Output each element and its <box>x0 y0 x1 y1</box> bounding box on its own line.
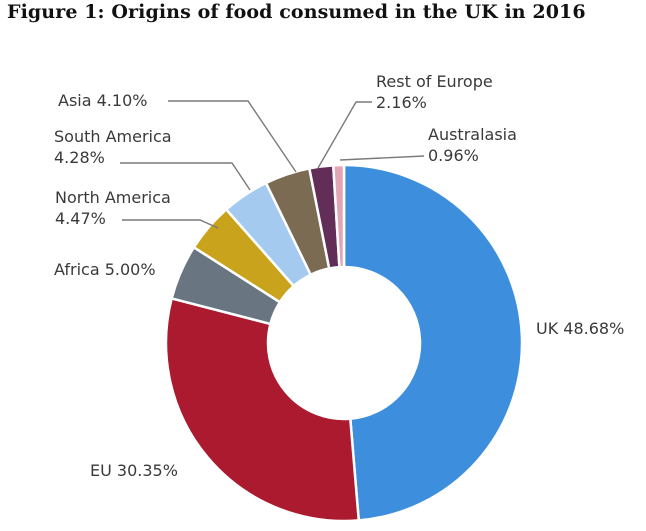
leader-line-north-america <box>122 219 219 229</box>
leader-lines <box>120 100 425 229</box>
leader-line-south-america <box>120 162 251 191</box>
slice-label-rest-of-europe: Rest of Europe 2.16% <box>376 72 498 112</box>
slice-label-north-america: North America 4.47% <box>55 188 176 228</box>
slice-uk <box>342 163 524 522</box>
slice-label-south-america: South America 4.28% <box>54 127 177 167</box>
leader-line-australasia <box>339 155 425 161</box>
leader-line-rest-of-europe <box>317 101 372 169</box>
slice-australasia <box>332 163 346 269</box>
slice-eu <box>164 297 360 523</box>
slice-label-africa: Africa 5.00% <box>54 260 156 279</box>
slice-label-eu: EU 30.35% <box>90 461 178 480</box>
slice-label-asia: Asia 4.10% <box>58 91 147 110</box>
slice-labels: UK 48.68% EU 30.35% Africa 5.00% North A… <box>54 72 624 480</box>
leader-line-asia <box>168 100 297 173</box>
figure-title: Figure 1: Origins of food consumed in th… <box>7 1 586 23</box>
slice-label-australasia: Australasia 0.96% <box>428 125 522 165</box>
slice-label-uk: UK 48.68% <box>536 319 624 338</box>
donut-slices <box>164 163 524 523</box>
